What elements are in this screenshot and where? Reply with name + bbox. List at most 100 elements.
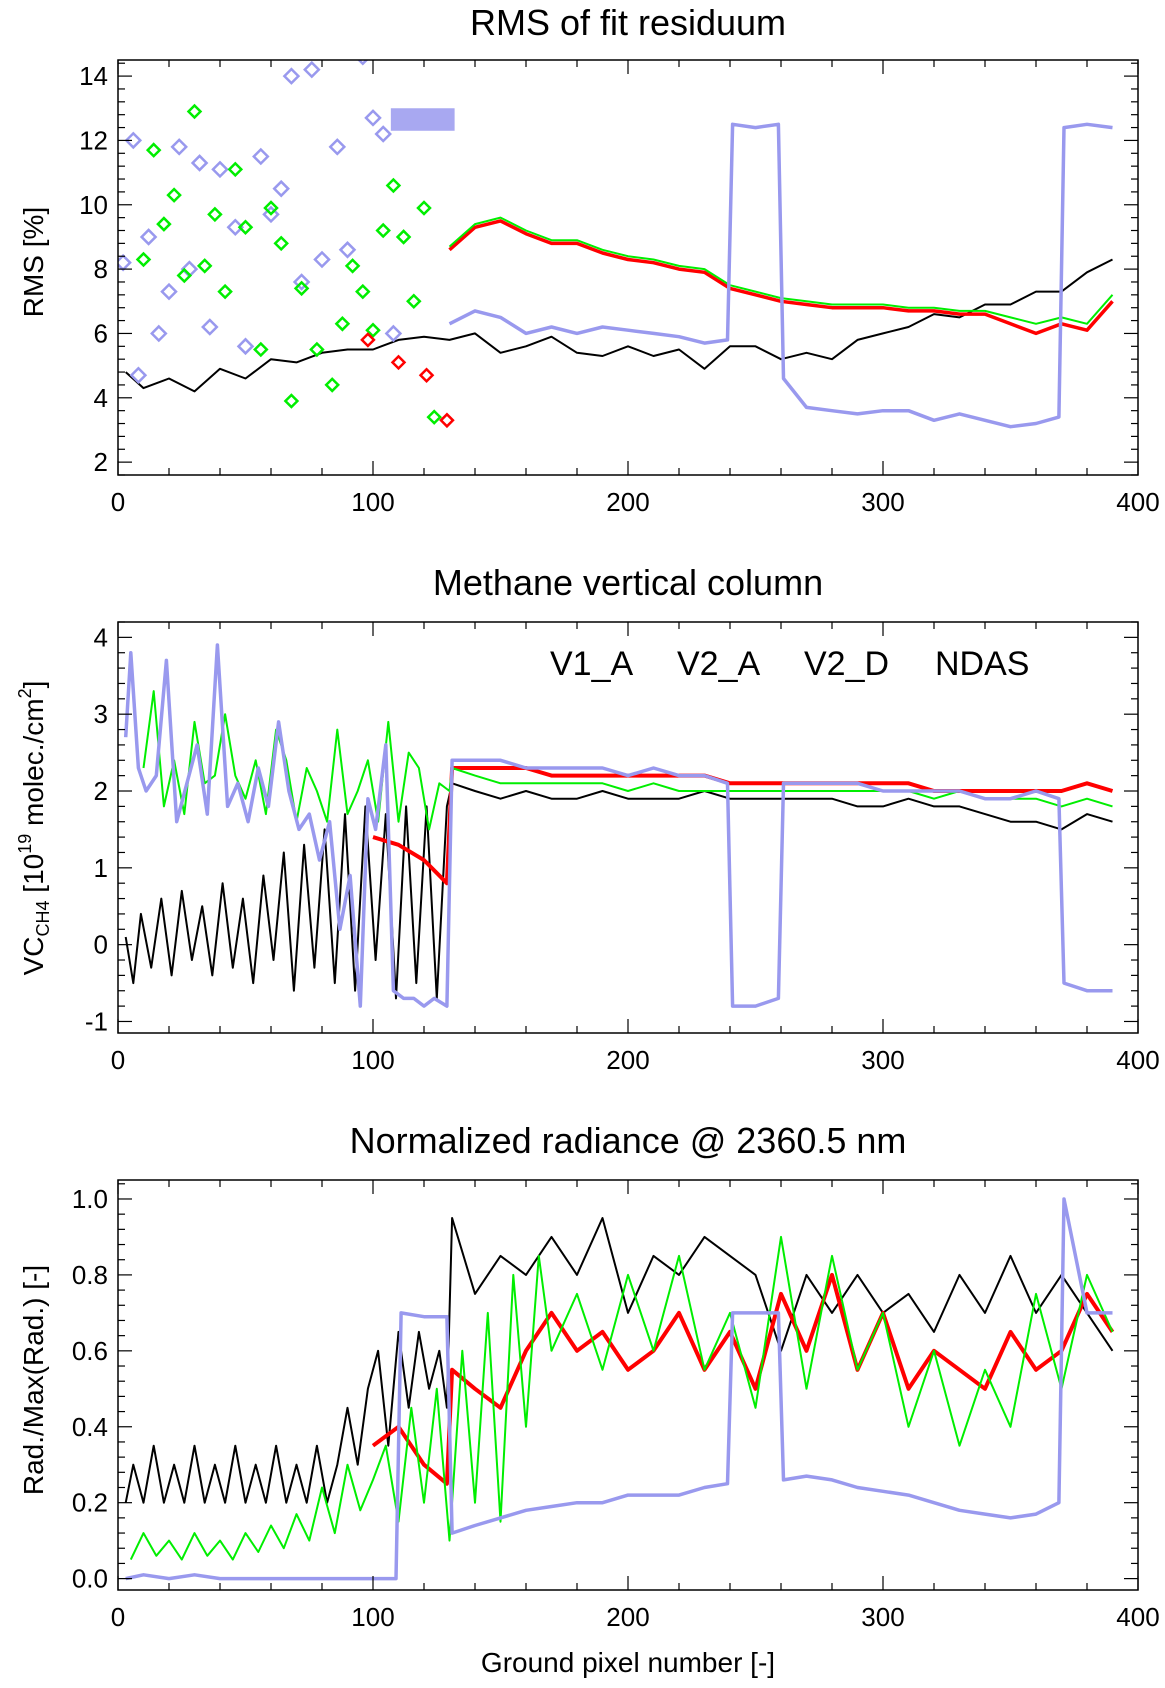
marker-ndas bbox=[252, 147, 270, 166]
y-tick-label: 8 bbox=[94, 254, 108, 284]
marker-v2-a bbox=[360, 332, 376, 348]
marker-v2-d bbox=[237, 219, 254, 236]
marker-v2-d bbox=[365, 322, 381, 339]
radiance-title: Normalized radiance @ 2360.5 nm bbox=[350, 1120, 907, 1161]
series-line-v1-a bbox=[124, 782, 1113, 1000]
y-tick-label: 2 bbox=[94, 776, 108, 806]
x-tick-label: 0 bbox=[111, 1602, 125, 1632]
marker-ndas bbox=[374, 125, 392, 143]
marker-v2-d bbox=[385, 177, 402, 194]
y-tick-label: 0 bbox=[94, 930, 108, 960]
marker-v2-d bbox=[355, 283, 371, 300]
x-tick-label: 200 bbox=[606, 1045, 649, 1075]
y-tick-label: 10 bbox=[79, 190, 108, 220]
marker-ndas bbox=[160, 282, 178, 301]
marker-ndas bbox=[357, 60, 369, 66]
series-line-v1-a bbox=[124, 1217, 1114, 1504]
x-tick-label: 400 bbox=[1116, 1602, 1159, 1632]
y-tick-label: 14 bbox=[79, 61, 108, 91]
y-tick-label: 0.8 bbox=[72, 1260, 108, 1290]
marker-ndas bbox=[201, 318, 219, 336]
y-tick-label: 12 bbox=[79, 125, 108, 155]
marker-v2-d bbox=[135, 251, 152, 268]
marker-v2-d bbox=[283, 393, 300, 409]
marker-v2-d bbox=[186, 103, 203, 120]
y-tick-label: 0.6 bbox=[72, 1336, 108, 1366]
marker-ndas bbox=[170, 138, 188, 156]
series-line-ndas bbox=[123, 643, 1113, 1008]
radiance-y-axis-label: Rad./Max(Rad.) [-] bbox=[18, 1265, 49, 1495]
x-tick-label: 300 bbox=[861, 487, 904, 517]
marker-v2-a bbox=[439, 412, 455, 429]
y-tick-label: 1 bbox=[94, 853, 108, 883]
series-line-v2-d bbox=[129, 1235, 1114, 1561]
marker-v2-d bbox=[176, 267, 193, 284]
legend-v2-d: V2_D bbox=[804, 645, 889, 683]
series-line-v1-a bbox=[125, 258, 1113, 393]
methane-panel: Methane vertical column VCCH4 [1019 mole… bbox=[15, 562, 1160, 1075]
x-tick-label: 400 bbox=[1116, 487, 1159, 517]
x-tick-label: 0 bbox=[111, 487, 125, 517]
marker-v2-d bbox=[324, 377, 340, 393]
x-tick-label: 200 bbox=[606, 1602, 649, 1632]
marker-ndas bbox=[364, 109, 382, 127]
y-tick-label: 2 bbox=[94, 447, 108, 477]
marker-v2-d bbox=[395, 229, 412, 245]
marker-v2-d bbox=[217, 283, 233, 300]
marker-ndas bbox=[211, 160, 229, 179]
marker-v2-d bbox=[253, 341, 269, 358]
marker-ndas bbox=[190, 154, 209, 172]
series-group bbox=[124, 1197, 1115, 1581]
marker-ndas bbox=[338, 241, 357, 259]
series-line-ndas bbox=[125, 1197, 1113, 1581]
x-tick-label: 300 bbox=[861, 1045, 904, 1075]
marker-v2-d bbox=[416, 200, 432, 216]
marker-v2-a bbox=[390, 354, 407, 371]
legend-v1-a: V1_A bbox=[550, 645, 633, 683]
marker-ndas bbox=[236, 337, 255, 356]
marker-ndas bbox=[129, 366, 148, 385]
series-group bbox=[123, 643, 1114, 1008]
x-tick-label: 400 bbox=[1116, 1045, 1159, 1075]
marker-ndas bbox=[303, 60, 321, 79]
y-tick-label: 0.4 bbox=[72, 1412, 108, 1442]
marker-ndas bbox=[384, 324, 403, 343]
band-ndas bbox=[390, 108, 455, 131]
x-tick-label: 100 bbox=[351, 1602, 394, 1632]
marker-ndas bbox=[292, 273, 311, 291]
radiance-panel: Normalized radiance @ 2360.5 nm Rad./Max… bbox=[18, 1120, 1160, 1632]
plot-frame bbox=[117, 59, 1139, 476]
plot-frame bbox=[117, 621, 1139, 1034]
marker-v2-d bbox=[166, 187, 182, 203]
methane-y-axis-label: VCCH4 [1019 molec./cm2] bbox=[15, 681, 53, 976]
marker-ndas bbox=[262, 205, 280, 224]
marker-ndas bbox=[272, 179, 290, 198]
marker-ndas bbox=[328, 138, 347, 156]
marker-v2-d bbox=[227, 161, 244, 178]
series-line-v2-a bbox=[371, 1272, 1115, 1486]
marker-v2-d bbox=[196, 258, 213, 274]
x-tick-label: 100 bbox=[351, 1045, 394, 1075]
legend-v2-a: V2_A bbox=[677, 645, 760, 683]
x-tick-label: 100 bbox=[351, 487, 394, 517]
marker-v2-d bbox=[263, 200, 279, 216]
y-tick-label: 0.0 bbox=[72, 1564, 108, 1594]
marker-v2-d bbox=[344, 258, 361, 274]
rms-panel: RMS of fit residuum RMS [%] 0 100 200 300 40… bbox=[18, 2, 1160, 517]
series-line-v2-a bbox=[372, 766, 1114, 886]
marker-v2-d bbox=[334, 316, 351, 332]
marker-ndas bbox=[139, 228, 158, 246]
marker-v2-d bbox=[273, 235, 289, 252]
series-group bbox=[118, 60, 1114, 429]
marker-v2-d bbox=[145, 142, 162, 158]
marker-v2-d bbox=[309, 341, 325, 358]
rms-title: RMS of fit residuum bbox=[470, 2, 786, 43]
y-tick-label: 0.2 bbox=[72, 1488, 108, 1518]
y-tick-label: 3 bbox=[94, 699, 108, 729]
marker-v2-d bbox=[293, 280, 310, 297]
marker-ndas bbox=[313, 250, 331, 269]
marker-v2-d bbox=[156, 216, 172, 232]
y-tick-label: 4 bbox=[94, 622, 108, 652]
series-line-ndas bbox=[448, 122, 1113, 429]
